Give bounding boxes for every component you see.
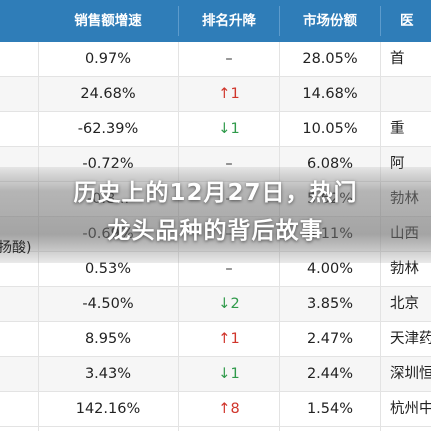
company-name-cell: 重 <box>390 121 405 137</box>
rank-change-cell: ↓1 <box>179 112 279 147</box>
header-market-share[interactable]: 市场份额 <box>303 13 357 29</box>
table-row[interactable]: 0.53% – 4.00% 勃林 <box>0 252 431 287</box>
company-name-cell: 首 <box>390 51 405 67</box>
rank-change-cell: – <box>179 42 279 77</box>
rank-change-value: 1 <box>230 121 240 137</box>
rank-change-cell: ↓1 <box>179 357 279 392</box>
rank-change-value: – <box>225 51 233 67</box>
sales-growth-cell: -62.39% <box>77 121 139 137</box>
table-header: 销售额增速 排名升降 市场份额 医 <box>0 0 431 42</box>
header-divider <box>279 6 280 36</box>
rank-change-cell: – <box>179 252 279 287</box>
rank-change-value: 1 <box>230 86 240 102</box>
market-share-cell: 14.68% <box>302 86 358 102</box>
rank-change-cell: ↑8 <box>179 392 279 427</box>
rank-change-value: 2 <box>230 296 240 312</box>
left-row-fragment: 扬酸) <box>0 240 32 256</box>
table-row[interactable]: 142.16% ↑8 1.54% 杭州中 <box>0 392 431 427</box>
company-name-cell <box>390 77 431 112</box>
arrow-down-icon: ↓ <box>218 296 231 312</box>
header-sales-growth[interactable]: 销售额增速 <box>74 13 142 29</box>
table-row[interactable]: -62.39% ↓1 10.05% 重 <box>0 112 431 147</box>
company-name-cell: 勃林 <box>390 261 419 277</box>
title-banner: 历史上的12月27日，热门 龙头品种的背后故事 扬酸) <box>0 167 431 263</box>
market-share-cell: 2.47% <box>306 331 354 347</box>
rank-change-cell: ↓2 <box>179 287 279 322</box>
company-name-cell: 深圳恒 <box>390 366 431 382</box>
table-row[interactable]: 24.68% ↑1 14.68% <box>0 77 431 112</box>
rank-change-value: – <box>225 261 233 277</box>
market-share-cell: 28.05% <box>302 51 358 67</box>
arrow-up-icon: ↑ <box>218 331 231 347</box>
rank-change-cell: ↑1 <box>179 77 279 112</box>
table-row[interactable]: 0.97% – 28.05% 首 <box>0 42 431 77</box>
sales-growth-cell: 0.97% <box>84 51 132 67</box>
sales-growth-cell: 3.43% <box>84 366 132 382</box>
sales-growth-cell: 142.16% <box>75 401 141 417</box>
title-line-2: 龙头品种的背后故事 <box>107 218 324 244</box>
sales-growth-cell: 8.95% <box>84 331 132 347</box>
header-company[interactable]: 医 <box>400 13 414 29</box>
rank-change-value: – <box>225 156 233 172</box>
market-share-cell: 3.85% <box>306 296 354 312</box>
header-divider <box>178 6 179 36</box>
table-row[interactable]: -4.50% ↓2 3.85% 北京 <box>0 287 431 322</box>
table-row[interactable]: 8.95% ↑1 2.47% 天津药 <box>0 322 431 357</box>
market-share-cell: 10.05% <box>302 121 358 137</box>
rank-change-value: 1 <box>230 366 240 382</box>
header-divider <box>380 6 381 36</box>
company-name-cell: 北京 <box>390 296 419 312</box>
arrow-up-icon: ↑ <box>218 401 231 417</box>
sales-growth-cell: -4.50% <box>82 296 134 312</box>
market-share-cell: 1.54% <box>306 401 354 417</box>
rank-change-value: 1 <box>230 331 240 347</box>
company-name-cell: 天津药 <box>390 331 431 347</box>
rank-change-cell: ↑1 <box>179 322 279 357</box>
market-share-cell: 2.44% <box>306 366 354 382</box>
company-name-cell: 杭州中 <box>390 401 431 417</box>
arrow-down-icon: ↓ <box>218 366 231 382</box>
sales-growth-cell: 24.68% <box>80 86 136 102</box>
rank-change-value: 8 <box>230 401 240 417</box>
sales-growth-cell: 0.53% <box>84 261 132 277</box>
header-rank-change[interactable]: 排名升降 <box>202 13 256 29</box>
table-row[interactable]: 3.43% ↓1 2.44% 深圳恒 <box>0 357 431 392</box>
arrow-down-icon: ↓ <box>218 121 231 137</box>
market-share-cell: 4.00% <box>306 261 354 277</box>
title-line-1: 历史上的12月27日，热门 <box>73 180 358 206</box>
rank-change-cell: – <box>179 147 279 182</box>
arrow-up-icon: ↑ <box>218 86 231 102</box>
